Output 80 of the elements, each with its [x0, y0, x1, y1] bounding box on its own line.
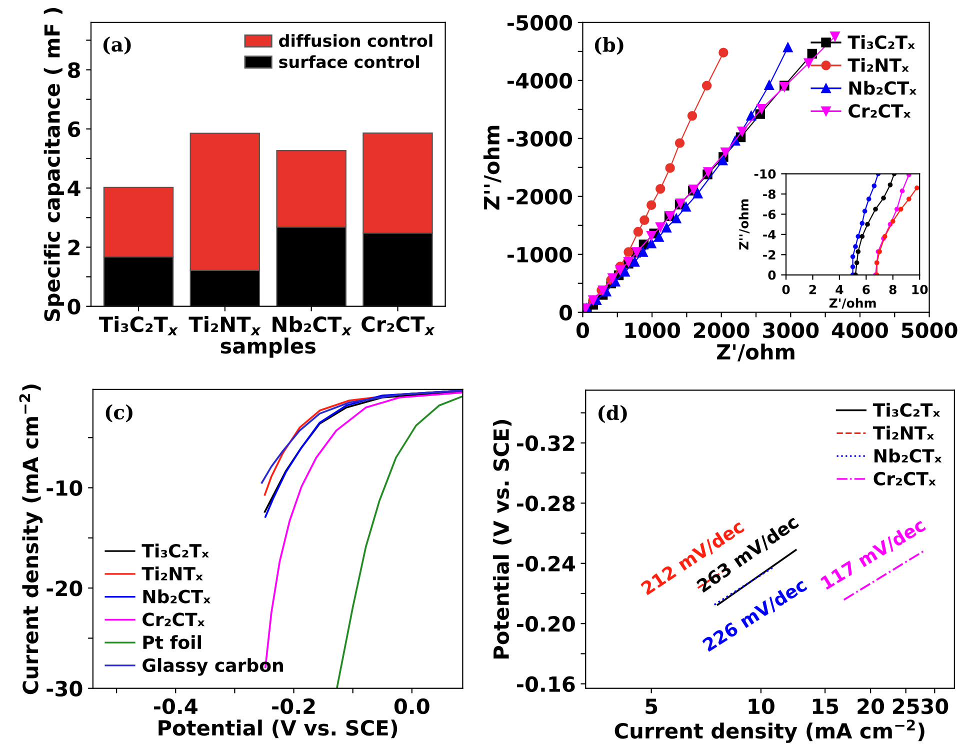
x-tick-label: 8: [889, 284, 896, 294]
x-tick-label: 5000: [902, 322, 958, 338]
legend-label: diffusion control: [279, 34, 432, 48]
y-tick-label: -5000: [508, 14, 572, 31]
x-tick-label: 25: [892, 698, 919, 714]
x-tick-label: -0.4: [154, 698, 198, 714]
x-tick-label: 3000: [763, 322, 819, 338]
y-tick-label: -10: [754, 169, 776, 179]
y-tick-label: -2: [763, 250, 776, 260]
legend-label: Ti₂NTₓ: [872, 426, 934, 440]
y-tick-label: 0: [768, 270, 776, 280]
y-tick-label: -4: [763, 230, 776, 240]
x-tick-label: 15: [812, 698, 838, 714]
y-tick-label: 4: [68, 180, 80, 196]
legend-label: Ti₃C₂Tₓ: [872, 402, 940, 417]
legend-label: Nb₂CTₓ: [874, 448, 942, 463]
x-tick-label: Cr₂CT$_{x}$: [362, 316, 435, 336]
legend-label: surface control: [279, 55, 419, 68]
y-tick-label: -4000: [508, 72, 572, 89]
legend-label: Ti₂NTₓ: [142, 566, 203, 580]
x-axis-title: Potential (V vs. SCE): [158, 720, 398, 738]
y-tick-label: 0: [68, 298, 80, 315]
annotation: (c): [106, 404, 132, 422]
legend-label: Pt foil: [143, 635, 201, 650]
x-tick-label: 4: [836, 284, 844, 294]
legend-label: Ti₃C₂Tₓ: [142, 544, 209, 558]
x-tick-label: 4000: [832, 322, 888, 338]
y-tick-label: -0.28: [517, 496, 575, 512]
legend-label: Ti₂NTₓ: [848, 58, 909, 72]
x-axis-title: Z'/ohm: [716, 344, 794, 362]
y-tick-label: -0.32: [517, 435, 574, 452]
y-tick-label: -6: [763, 210, 776, 220]
legend-label: Cr₂CTₓ: [142, 612, 205, 626]
y-tick-label: -2000: [508, 188, 572, 205]
y-tick-label: -20: [46, 580, 82, 596]
legend-label: Ti₃C₂Tₓ: [848, 35, 915, 50]
x-axis-title: Current density (mA cm$^{−2}$): [614, 720, 924, 743]
x-tick-label: Ti₂NT$_{x}$: [188, 316, 261, 336]
x-tick-label: 2: [809, 284, 816, 294]
y-tick-label: 6: [68, 121, 80, 138]
y-tick-label: -0.16: [517, 676, 575, 692]
legend-label: Nb₂CTₓ: [143, 589, 210, 604]
y-tick-label: -10: [46, 480, 82, 496]
y-tick-label: -1000: [508, 246, 572, 263]
x-tick-label: 20: [858, 698, 884, 714]
x-tick-label: Nb₂CT$_{x}$: [272, 316, 352, 336]
legend-label: Cr₂CTₓ: [874, 472, 936, 486]
y-tick-label: 8: [68, 62, 80, 78]
x-tick-label: 10: [748, 698, 774, 714]
x-axis-title: samples: [220, 338, 316, 358]
y-tick-label: -0.20: [517, 616, 575, 632]
y-tick-label: -8: [763, 189, 776, 199]
legend-label: Nb₂CTₓ: [849, 80, 916, 95]
annotation: (d): [598, 405, 627, 423]
x-tick-label: 10: [912, 284, 928, 294]
y-axis-title: Specific capacitance ( mF ): [44, 8, 64, 322]
y-axis-title: Potential (V vs. SCE): [492, 420, 512, 658]
x-tick-label: 1000: [625, 322, 680, 338]
legend-label: Cr₂CTₓ: [848, 104, 911, 118]
x-tick-label: 0: [782, 284, 790, 294]
annotation: (a): [103, 36, 131, 54]
legend-label: Glassy carbon: [142, 658, 283, 676]
x-tick-label: 2000: [694, 322, 750, 338]
x-tick-label: 0: [576, 322, 589, 338]
y-tick-label: 0: [560, 304, 572, 321]
x-tick-label: 6: [862, 284, 870, 294]
y-axis-title: Current density (mA cm$^{−2}$): [19, 384, 43, 694]
y-axis-title: Z''/ohm: [738, 199, 750, 250]
y-tick-label: -30: [46, 680, 82, 697]
annotation: (b): [594, 36, 624, 55]
y-tick-label: -0.24: [517, 556, 575, 572]
y-tick-label: 2: [68, 240, 80, 256]
x-tick-label: 30: [922, 698, 948, 714]
x-tick-label: Ti₃C₂T$_{x}$: [98, 316, 178, 336]
y-tick-label: -3000: [508, 130, 572, 147]
x-tick-label: 5: [646, 698, 658, 714]
y-axis-title: Z''/ohm: [483, 126, 502, 210]
x-axis-title: Z'/ohm: [829, 298, 876, 309]
x-tick-label: -0.2: [272, 698, 315, 714]
x-tick-label: 0.0: [394, 698, 430, 714]
